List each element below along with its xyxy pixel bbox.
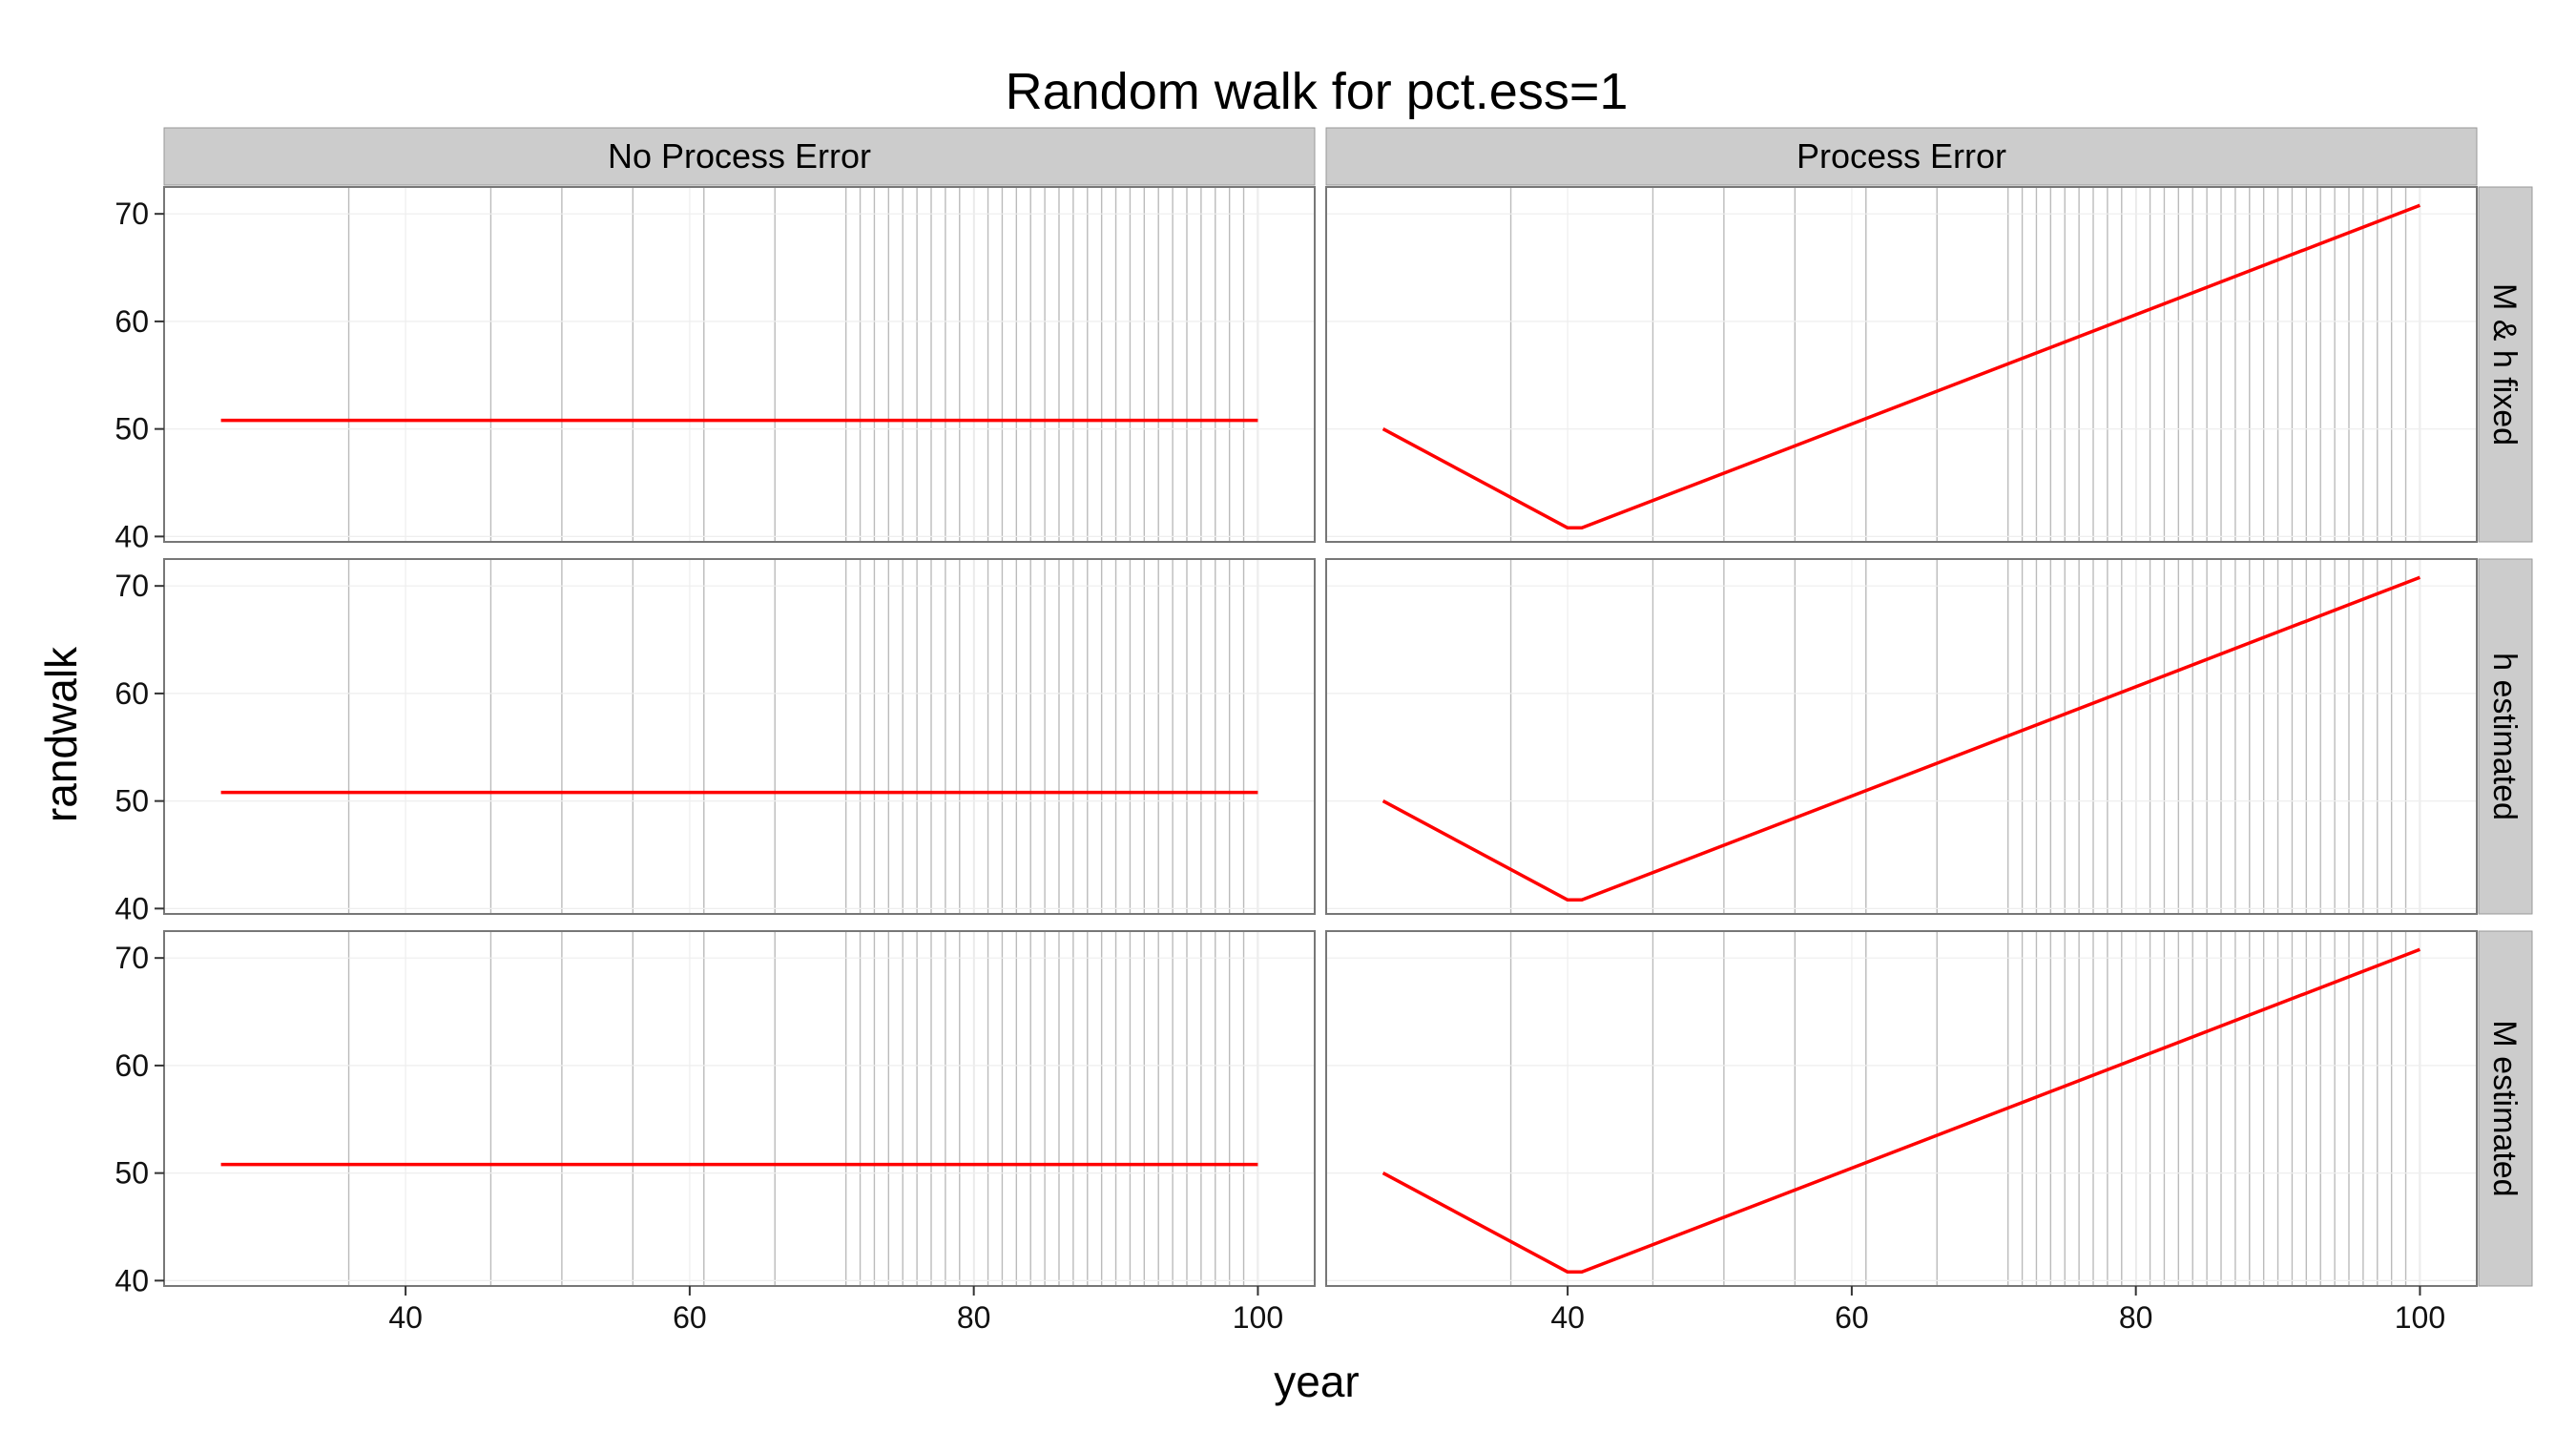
panel-r0-c0	[163, 186, 1316, 543]
x-tick-label: 80	[957, 1300, 991, 1335]
panel-r2-c0	[163, 930, 1316, 1287]
panel-background	[164, 187, 1315, 542]
panel-background	[1326, 931, 2477, 1286]
y-tick-label: 50	[114, 784, 149, 819]
x-tick-label: 60	[673, 1300, 707, 1335]
row-strip-label-0: M & h fixed	[2486, 283, 2523, 446]
panels-layer: No Process Error Process Error M & h fixed…	[114, 127, 2533, 1335]
row-strip-2	[2478, 930, 2533, 1287]
y-tick-label: 70	[114, 197, 149, 231]
row-strip-label-2: M estimated	[2486, 1020, 2523, 1196]
x-tick-label: 100	[2395, 1300, 2445, 1335]
panel-background	[1326, 559, 2477, 914]
panel-border	[163, 186, 1316, 543]
panel-border	[1325, 558, 2478, 915]
panel-r0-c1	[1325, 186, 2478, 543]
y-tick-label: 60	[114, 304, 149, 339]
panel-background	[164, 931, 1315, 1286]
panel-r1-c1	[1325, 558, 2478, 915]
x-tick-label: 40	[388, 1300, 423, 1335]
y-tick-label: 40	[114, 891, 149, 925]
panel-border	[1325, 186, 2478, 543]
series-line	[1381, 947, 2421, 1275]
y-tick-label: 70	[114, 569, 149, 603]
y-tick-label: 50	[114, 412, 149, 446]
chart-title: Random walk for pct.ess=1	[1006, 63, 1629, 120]
column-strip-1	[1325, 127, 2478, 186]
column-strip-0	[163, 127, 1316, 186]
panel-border	[1325, 930, 2478, 1287]
panel-background	[1326, 187, 2477, 542]
panel-r1-c0	[163, 558, 1316, 915]
row-strip-label-1: h estimated	[2486, 653, 2523, 820]
panel-background	[164, 559, 1315, 914]
y-tick-label: 40	[114, 519, 149, 553]
column-strip-label-0: No Process Error	[608, 136, 871, 176]
series-line	[1381, 203, 2421, 530]
x-tick-label: 40	[1550, 1300, 1585, 1335]
column-strip-label-1: Process Error	[1797, 136, 2006, 176]
x-axis-label: year	[1274, 1357, 1359, 1406]
x-tick-label: 100	[1233, 1300, 1283, 1335]
series-line	[1381, 575, 2421, 902]
y-tick-label: 60	[114, 1048, 149, 1083]
panel-border	[163, 558, 1316, 915]
y-tick-label: 60	[114, 676, 149, 711]
panel-border	[163, 930, 1316, 1287]
panel-r2-c1	[1325, 930, 2478, 1287]
row-strip-0	[2478, 186, 2533, 543]
x-tick-label: 60	[1835, 1300, 1869, 1335]
x-tick-label: 80	[2119, 1300, 2153, 1335]
y-tick-label: 70	[114, 941, 149, 975]
y-tick-label: 50	[114, 1156, 149, 1191]
y-tick-label: 40	[114, 1263, 149, 1297]
y-axis-label: randwalk	[36, 646, 86, 822]
row-strip-1	[2478, 558, 2533, 915]
